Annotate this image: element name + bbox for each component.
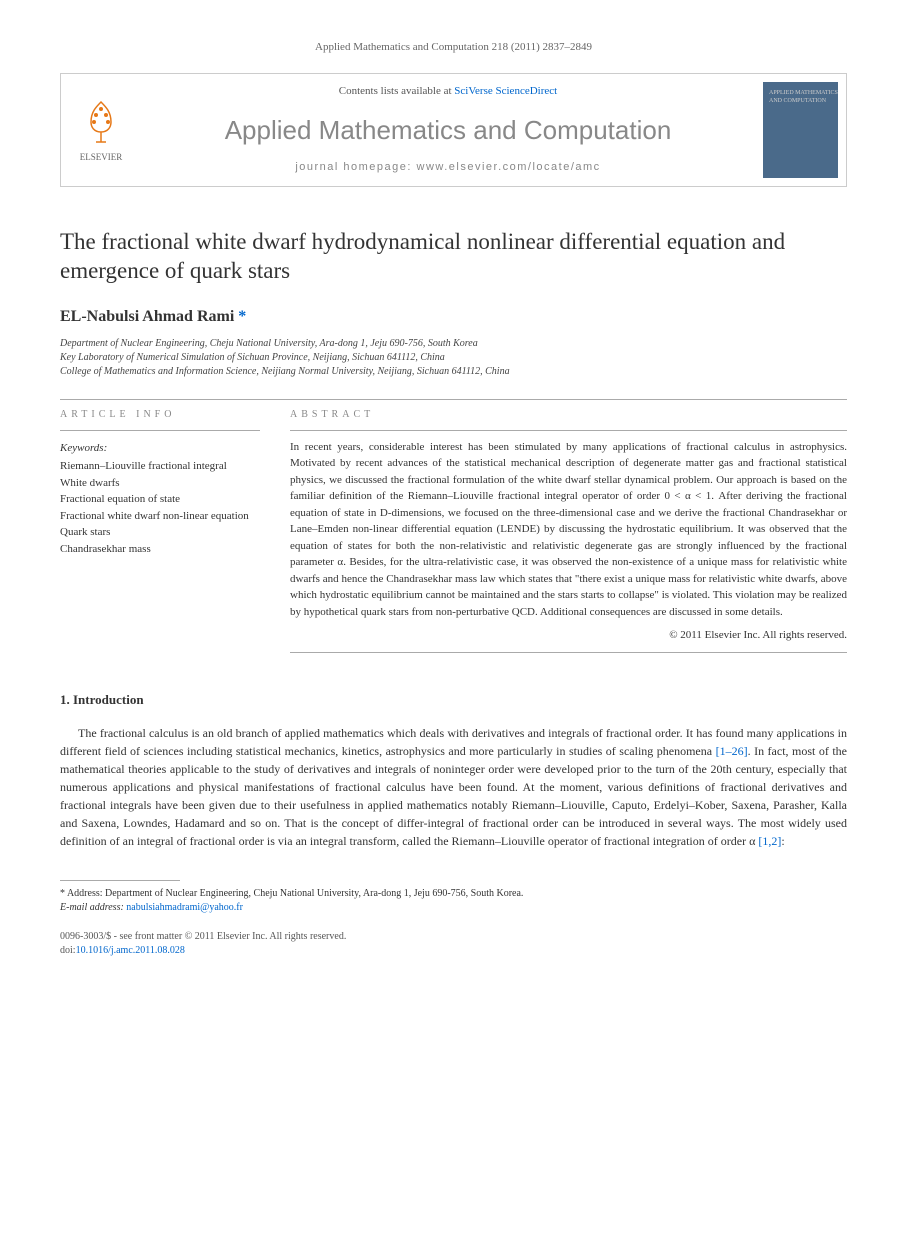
cover-label: APPLIED MATHEMATICS AND COMPUTATION: [769, 90, 838, 104]
divider: [290, 430, 847, 431]
address-label: Address:: [65, 888, 105, 899]
elsevier-tree-icon: [76, 97, 126, 147]
author-corresponding-link[interactable]: *: [238, 308, 246, 325]
keyword: White dwarfs: [60, 475, 260, 492]
reference-link[interactable]: [1–26]: [716, 744, 748, 758]
keyword: Quark stars: [60, 524, 260, 541]
doi-line: doi:10.1016/j.amc.2011.08.028: [60, 944, 847, 958]
homepage-url: www.elsevier.com/locate/amc: [417, 161, 601, 173]
keyword: Fractional equation of state: [60, 491, 260, 508]
journal-name: Applied Mathematics and Computation: [161, 112, 735, 148]
affiliations: Department of Nuclear Engineering, Cheju…: [60, 337, 847, 379]
author-name: EL-Nabulsi Ahmad Rami: [60, 308, 234, 325]
doi-label: doi:: [60, 945, 76, 956]
elsevier-logo: ELSEVIER: [61, 74, 141, 185]
keywords-list: Riemann–Liouville fractional integral Wh…: [60, 458, 260, 557]
email-label: E-mail address:: [60, 902, 126, 913]
divider: [60, 399, 847, 400]
abstract-header: ABSTRACT: [290, 408, 847, 422]
divider: [290, 652, 847, 653]
abstract-text: In recent years, considerable interest h…: [290, 439, 847, 621]
sciencedirect-link[interactable]: SciVerse ScienceDirect: [454, 85, 557, 97]
footnote: * Address: Department of Nuclear Enginee…: [60, 887, 847, 915]
footnote-address: Department of Nuclear Engineering, Cheju…: [105, 888, 523, 899]
email-link[interactable]: nabulsiahmadrami@yahoo.fr: [126, 902, 243, 913]
article-info-col: ARTICLE INFO Keywords: Riemann–Liouville…: [60, 408, 260, 661]
affiliation-2: Key Laboratory of Numerical Simulation o…: [60, 351, 847, 365]
journal-cover-thumbnail: APPLIED MATHEMATICS AND COMPUTATION: [763, 82, 838, 177]
issn-line: 0096-3003/$ - see front matter © 2011 El…: [60, 930, 847, 944]
citation-line: Applied Mathematics and Computation 218 …: [60, 40, 847, 55]
intro-text-3: :: [781, 834, 784, 848]
elsevier-label: ELSEVIER: [80, 151, 123, 164]
reference-link[interactable]: [1,2]: [758, 834, 781, 848]
page-container: Applied Mathematics and Computation 218 …: [0, 0, 907, 998]
intro-paragraph: The fractional calculus is an old branch…: [60, 724, 847, 850]
journal-header-box: ELSEVIER Contents lists available at Sci…: [60, 73, 847, 186]
article-title: The fractional white dwarf hydrodynamica…: [60, 227, 847, 287]
author-line: EL-Nabulsi Ahmad Rami *: [60, 306, 847, 328]
abstract-col: ABSTRACT In recent years, considerable i…: [290, 408, 847, 661]
footnote-divider: [60, 880, 180, 881]
keyword: Riemann–Liouville fractional integral: [60, 458, 260, 475]
info-abstract-row: ARTICLE INFO Keywords: Riemann–Liouville…: [60, 408, 847, 661]
keywords-label: Keywords:: [60, 441, 260, 456]
journal-homepage: journal homepage: www.elsevier.com/locat…: [161, 160, 735, 175]
divider: [60, 430, 260, 431]
keyword: Chandrasekhar mass: [60, 541, 260, 558]
section-title-introduction: 1. Introduction: [60, 691, 847, 709]
doi-link[interactable]: 10.1016/j.amc.2011.08.028: [76, 945, 185, 956]
affiliation-1: Department of Nuclear Engineering, Cheju…: [60, 337, 847, 351]
article-info-header: ARTICLE INFO: [60, 408, 260, 422]
contents-prefix: Contents lists available at: [339, 85, 454, 97]
footer: 0096-3003/$ - see front matter © 2011 El…: [60, 930, 847, 958]
copyright-line: © 2011 Elsevier Inc. All rights reserved…: [290, 628, 847, 643]
intro-text-2: . In fact, most of the mathematical theo…: [60, 744, 847, 848]
contents-line: Contents lists available at SciVerse Sci…: [161, 84, 735, 99]
affiliation-3: College of Mathematics and Information S…: [60, 365, 847, 379]
header-center: Contents lists available at SciVerse Sci…: [141, 74, 755, 185]
keyword: Fractional white dwarf non-linear equati…: [60, 508, 260, 525]
homepage-prefix: journal homepage:: [295, 161, 416, 173]
